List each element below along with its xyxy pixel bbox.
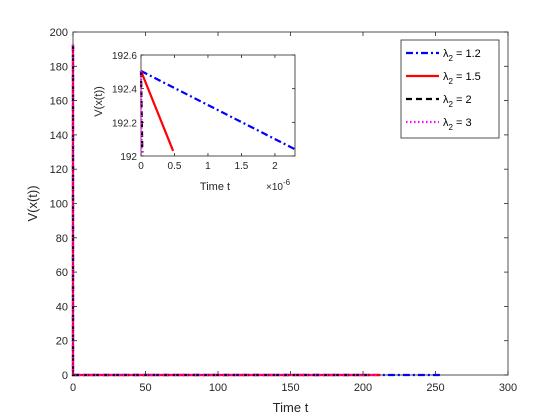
inset-x-tick-label: 2	[272, 161, 278, 172]
legend-box	[400, 39, 500, 139]
inset-x-tick-label: 0.5	[168, 161, 182, 172]
inset-x-tick-label: 0	[138, 161, 144, 172]
main-y-tick-label: 120	[50, 164, 68, 176]
legend-label-2: λ2 = 1.5	[443, 71, 481, 86]
inset-y-ticks: 192 192.2 192.4 192.6	[112, 51, 295, 163]
legend-label-subscript: 2	[449, 100, 454, 109]
inset-x-tick-label: 1.5	[234, 161, 248, 172]
legend-label-value: = 1.2	[453, 48, 481, 60]
main-y-tick-label: 40	[56, 301, 68, 313]
legend-label-symbol: λ	[443, 48, 449, 60]
inset-y-tick-label: 192.4	[112, 85, 137, 96]
main-y-tick-label: 20	[56, 336, 68, 348]
main-series-line-4	[71, 44, 378, 377]
legend-label-value: = 2	[453, 94, 472, 106]
legend-label-subscript: 2	[449, 54, 454, 63]
main-y-axis-label: V(x(t))	[25, 185, 40, 221]
legend-label-value: = 1.5	[453, 71, 481, 83]
inset-x-exponent-base: ×10	[266, 182, 283, 193]
legend-label-subscript: 2	[449, 123, 454, 132]
main-x-tick-label: 0	[70, 382, 76, 394]
inset-series-group	[139, 70, 296, 153]
inset-x-exponent-label: ×10-6	[266, 178, 291, 193]
main-y-tick-label: 80	[56, 233, 68, 245]
main-x-axis-label: Time t	[273, 400, 309, 415]
inset-series-line-4	[139, 70, 143, 153]
main-y-tick-label: 100	[50, 199, 68, 211]
inset-y-tick-label: 192.2	[112, 118, 137, 129]
inset-x-tick-label: 1	[205, 161, 211, 172]
main-y-tick-label: 180	[50, 61, 68, 73]
legend-label-3: λ2 = 2	[443, 94, 472, 109]
main-y-tick-label: 60	[56, 267, 68, 279]
inset-y-tick-label: 192	[120, 152, 137, 163]
legend-label-value: = 3	[453, 117, 472, 129]
inset-x-exponent-power: -6	[283, 178, 291, 187]
main-x-tick-label: 150	[281, 382, 299, 394]
main-x-tick-label: 200	[354, 382, 372, 394]
legend-label-symbol: λ	[443, 117, 449, 129]
main-x-tick-label: 250	[426, 382, 444, 394]
main-x-tick-label: 50	[139, 382, 151, 394]
legend-label-4: λ2 = 3	[443, 117, 472, 132]
main-y-tick-label: 140	[50, 130, 68, 142]
legend-label-symbol: λ	[443, 71, 449, 83]
main-y-tick-label: 0	[62, 370, 68, 382]
inset-series-line-2	[139, 70, 175, 152]
legend-label-1: λ2 = 1.2	[443, 48, 481, 63]
legend: λ2 = 1.2λ2 = 1.5λ2 = 2λ2 = 3	[400, 39, 500, 139]
main-x-tick-label: 300	[499, 382, 517, 394]
main-y-tick-label: 200	[50, 27, 68, 39]
inset-plot-frame	[140, 54, 296, 157]
main-x-tick-label: 100	[209, 382, 227, 394]
main-y-tick-label: 160	[50, 96, 68, 108]
legend-label-subscript: 2	[449, 77, 454, 86]
inset-axes: 0 0.5 1 1.5 2 192 192.2 192.4 192.6 Time t V(x(…	[93, 51, 296, 193]
main-x-ticks: 0 50 100 150 200 250 300	[70, 32, 517, 394]
legend-label-symbol: λ	[443, 94, 449, 106]
legend-items: λ2 = 1.2λ2 = 1.5λ2 = 2λ2 = 3	[406, 48, 481, 132]
inset-y-axis-label: V(x(t))	[93, 86, 105, 117]
inset-x-ticks: 0 0.5 1 1.5 2	[138, 55, 278, 172]
inset-x-axis-label: Time t	[200, 181, 230, 193]
inset-series-line-1	[140, 70, 296, 151]
inset-y-tick-label: 192.6	[112, 51, 137, 62]
